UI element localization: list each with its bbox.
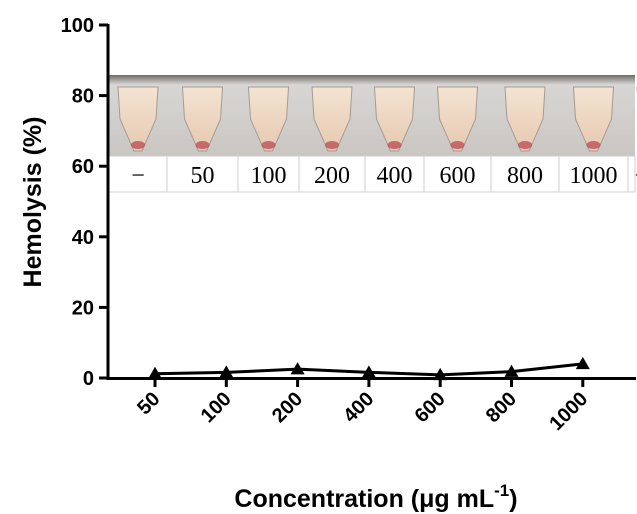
- data-point-marker: [504, 364, 519, 377]
- x-axis-title-close: ): [509, 485, 517, 513]
- tube-pellet: [586, 141, 601, 149]
- tube-pellet: [450, 141, 465, 149]
- tube-pellet: [518, 141, 532, 149]
- x-tick-label: 800: [482, 388, 521, 427]
- tube-pellet: [261, 141, 276, 149]
- tube-sample: [373, 86, 416, 152]
- tube-label: 800: [507, 163, 543, 189]
- tube-label: 100: [251, 163, 287, 189]
- tube-pellet: [325, 141, 339, 149]
- tube-label: 50: [191, 163, 215, 189]
- x-axis-title-text: Concentration (μg mL: [234, 485, 494, 513]
- tube-sample: [181, 86, 224, 152]
- data-point-marker: [361, 365, 376, 378]
- tube-sample: [117, 86, 159, 152]
- y-axis-ticks: 0 20 40 60 80 100: [61, 15, 108, 390]
- hemolysis-tube-photo: − 50 100 200 400 600 800 1000 +: [108, 75, 637, 193]
- y-tick-label: 20: [72, 297, 94, 319]
- tube-pellet: [387, 141, 402, 149]
- x-tick-label: 100: [197, 388, 236, 427]
- tube-label: −: [131, 163, 145, 189]
- x-tick-label: 50: [133, 388, 164, 419]
- x-axis-title: Concentration (μg mL-1): [234, 481, 517, 513]
- data-point-marker: [433, 367, 448, 381]
- data-point-marker: [290, 362, 305, 375]
- y-tick-label: 40: [72, 227, 94, 249]
- tube-sample: [572, 86, 615, 152]
- x-tick-label: 400: [339, 388, 378, 427]
- tube-sample: [311, 86, 353, 152]
- tube-label: 200: [314, 163, 350, 189]
- tube-label: 1000: [570, 163, 618, 189]
- y-tick-label: 100: [61, 15, 94, 37]
- tube-label: +: [635, 163, 637, 189]
- tube-sample: [436, 86, 479, 152]
- y-tick-label: 0: [83, 368, 94, 390]
- tube-pellet: [131, 141, 145, 149]
- data-point-marker: [148, 366, 162, 380]
- label-strip: [108, 155, 636, 193]
- tube-sample: [247, 86, 290, 152]
- x-tick-label: 1000: [545, 388, 592, 435]
- y-axis-title: Hemolysis (%): [19, 117, 47, 288]
- data-point-marker: [575, 356, 590, 370]
- x-axis-ticks: 50 100 200 400 600 800 1000: [133, 378, 592, 435]
- tube-label: 400: [377, 163, 413, 189]
- series-group: [148, 356, 590, 381]
- tube-sample: [504, 86, 546, 152]
- data-point-marker: [219, 365, 234, 378]
- x-axis-title-superscript: -1: [494, 481, 509, 500]
- tube-label: 600: [440, 163, 476, 189]
- x-tick-label: 600: [411, 388, 450, 427]
- tube-pellet: [195, 141, 210, 149]
- y-tick-label: 80: [72, 86, 94, 108]
- y-tick-label: 60: [72, 156, 94, 178]
- x-tick-label: 200: [268, 388, 307, 427]
